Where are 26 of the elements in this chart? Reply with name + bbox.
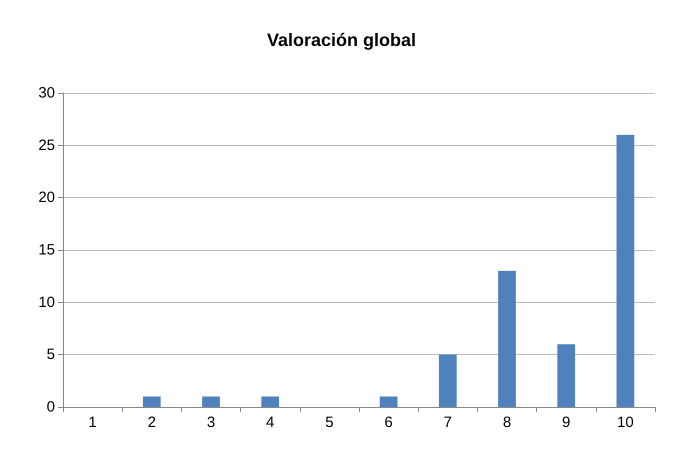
y-tick-label: 20 <box>38 189 55 206</box>
bar <box>557 344 576 407</box>
x-tick-label: 1 <box>88 414 97 431</box>
y-tick-label: 30 <box>38 84 55 102</box>
x-tick-label: 5 <box>325 414 334 431</box>
x-tick-label: 8 <box>502 414 512 431</box>
chart-title: Valoración global <box>266 30 416 50</box>
x-tick-label: 7 <box>444 414 452 431</box>
bar <box>498 270 516 407</box>
bar <box>616 134 634 407</box>
x-tick-label: 10 <box>617 414 634 431</box>
y-tick-label: 0 <box>46 398 55 416</box>
bar <box>202 396 220 407</box>
bar <box>261 396 280 407</box>
x-tick-label: 3 <box>206 414 216 431</box>
x-tick-label: 6 <box>384 414 393 431</box>
bar <box>438 354 457 407</box>
y-tick-label: 5 <box>46 346 55 364</box>
x-tick-label: 9 <box>562 414 570 431</box>
y-tick-label: 15 <box>38 242 55 258</box>
bar <box>142 396 161 407</box>
x-tick-label: 4 <box>266 414 274 431</box>
x-tick-label: 2 <box>148 414 156 431</box>
bar <box>380 396 398 407</box>
y-tick-label: 25 <box>38 136 55 154</box>
y-tick-label: 10 <box>38 294 55 311</box>
